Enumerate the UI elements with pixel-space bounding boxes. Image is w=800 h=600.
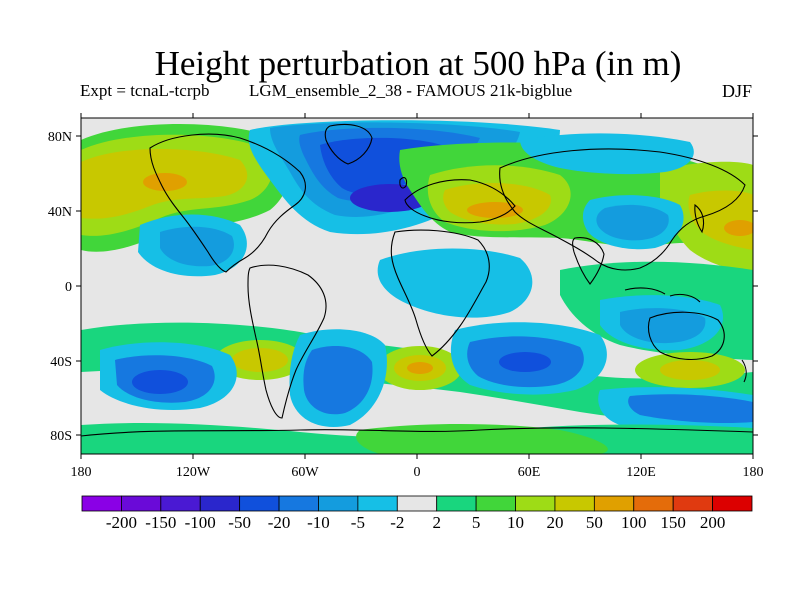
- colorbar-label: -150: [145, 513, 176, 532]
- colorbar-swatch: [278, 495, 319, 512]
- contour-region: [377, 248, 533, 318]
- colorbar-label: 10: [507, 513, 524, 532]
- colorbar-label: -2: [390, 513, 404, 532]
- lat-label: 80S: [50, 429, 72, 444]
- lon-label: 0: [414, 465, 421, 480]
- colorbar-swatch: [318, 495, 359, 512]
- experiment-label: Expt = tcnaL-tcrpb: [80, 81, 210, 100]
- colorbar-label: 200: [700, 513, 726, 532]
- lat-label: 40S: [50, 355, 72, 370]
- lon-label: 180: [71, 465, 92, 480]
- lon-label: 60E: [518, 465, 541, 480]
- colorbar-swatch: [593, 495, 635, 512]
- contour-region: [660, 360, 720, 380]
- contour-region: [620, 308, 706, 344]
- colorbar-swatch: [199, 495, 241, 512]
- lat-label: 0: [65, 280, 72, 295]
- lon-label: 180: [743, 465, 764, 480]
- colorbar-swatch: [239, 495, 280, 512]
- season-label: DJF: [722, 81, 753, 101]
- lon-label: 120W: [176, 465, 211, 480]
- lon-label: 120E: [626, 465, 656, 480]
- colorbar-swatch: [357, 495, 398, 512]
- ensemble-label: LGM_ensemble_2_38 - FAMOUS 21k-bigblue: [249, 81, 573, 100]
- contour-region: [132, 370, 188, 394]
- lat-label: 80N: [48, 130, 72, 145]
- colorbar-swatch: [81, 495, 122, 512]
- contour-region: [520, 133, 694, 175]
- contour-region: [350, 184, 430, 212]
- contour-region: [628, 394, 753, 424]
- contour-region: [724, 220, 753, 236]
- colorbar-swatch: [672, 495, 713, 512]
- colorbar-label: -10: [307, 513, 330, 532]
- colorbar-label: -20: [268, 513, 291, 532]
- colorbar-swatch: [554, 495, 595, 512]
- colorbar-swatch: [633, 495, 674, 512]
- tick-marks: [76, 113, 758, 459]
- colorbar-swatch: [396, 495, 438, 512]
- lat-label: 40N: [48, 205, 72, 220]
- colorbar-swatch: [475, 495, 516, 512]
- colorbar-label: 150: [660, 513, 686, 532]
- contour-field: [81, 118, 753, 454]
- contour-region: [143, 173, 187, 191]
- plot-title: Height perturbation at 500 hPa (in m): [154, 44, 682, 83]
- colorbar-label: 20: [546, 513, 563, 532]
- colorbar-swatch: [712, 495, 753, 512]
- colorbar-label: 2: [432, 513, 441, 532]
- colorbar-label: -50: [228, 513, 251, 532]
- colorbar-swatch: [160, 495, 201, 512]
- colorbar-label: -200: [106, 513, 137, 532]
- lon-label: 60W: [291, 465, 319, 480]
- colorbar-swatch: [436, 495, 477, 512]
- colorbar: -200 -150 -100 -50 -20 -10 -5 -2 2 5 10 20 50 100 150 2…: [81, 495, 753, 532]
- colorbar-label: 50: [586, 513, 603, 532]
- contour-region: [407, 362, 433, 374]
- colorbar-label: 5: [472, 513, 481, 532]
- coastlines: [81, 123, 753, 437]
- colorbar-label: -5: [351, 513, 365, 532]
- contour-region: [160, 226, 234, 267]
- contour-region: [467, 202, 523, 218]
- contour-region: [499, 352, 551, 372]
- colorbar-label: 100: [621, 513, 647, 532]
- colorbar-swatch: [515, 495, 556, 512]
- colorbar-label: -100: [185, 513, 216, 532]
- colorbar-swatch: [121, 495, 162, 512]
- contour-region: [303, 346, 373, 415]
- contour-region: [596, 204, 669, 241]
